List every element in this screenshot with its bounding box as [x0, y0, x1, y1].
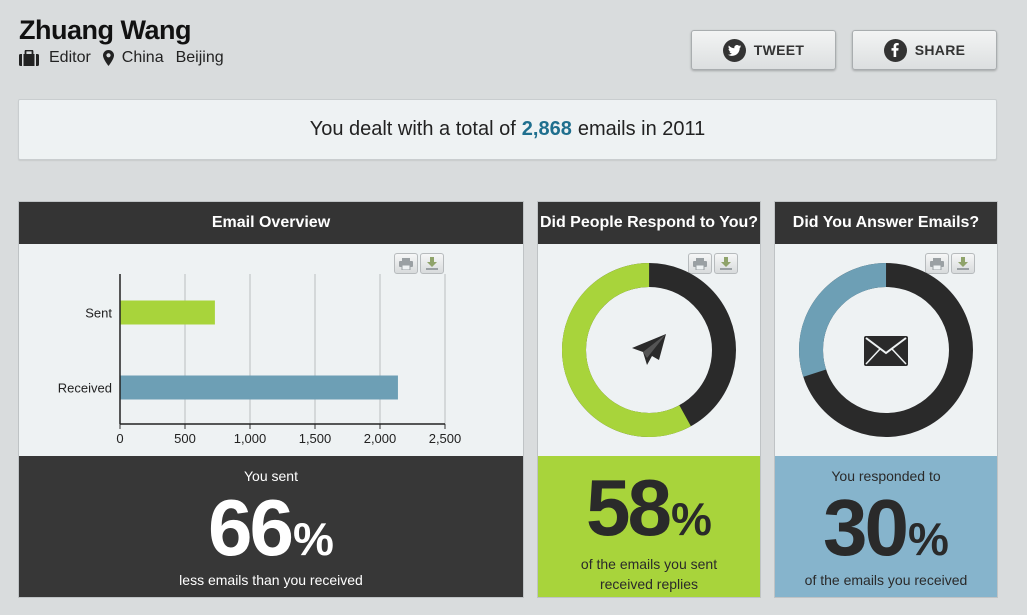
category-label: Received	[58, 381, 112, 396]
profile-role: Editor	[49, 49, 91, 66]
respond-card: Did People Respond to You?	[537, 201, 761, 598]
answer-foot-bottom: of the emails you received	[804, 572, 968, 588]
download-icon	[957, 257, 969, 270]
respond-foot-line2: received replies	[599, 576, 699, 592]
respond-title: Did People Respond to You?	[538, 202, 760, 244]
print-icon	[930, 257, 944, 270]
profile-header: Zhuang Wang Editor China Beijing	[19, 14, 224, 68]
bar-received	[120, 375, 398, 400]
overview-percent: 66 %	[19, 488, 523, 568]
answer-title: Did You Answer Emails?	[775, 202, 997, 244]
x-tick-label: 1,000	[234, 431, 267, 446]
answer-percent-sign: %	[908, 513, 949, 565]
respond-chart-area	[538, 244, 760, 458]
role-item: Editor	[19, 49, 91, 67]
email-overview-bar-chart: 0 500 1,000 1,500 2,000 2,500 Sent Received	[58, 274, 462, 446]
briefcase-icon	[19, 50, 39, 66]
total-emails-banner: You dealt with a total of 2,868 emails i…	[18, 99, 997, 160]
overview-foot-top: You sent	[244, 468, 298, 484]
x-tick-label: 500	[174, 431, 196, 446]
x-tick-label: 0	[116, 431, 123, 446]
x-tick-label: 2,500	[429, 431, 462, 446]
facebook-icon	[883, 38, 907, 62]
respond-tools	[688, 253, 738, 274]
banner-count: 2,868	[521, 118, 572, 140]
x-tick-label: 2,000	[364, 431, 397, 446]
email-overview-chart-area: 0 500 1,000 1,500 2,000 2,500 Sent Received	[19, 244, 523, 458]
answer-tools	[925, 253, 975, 274]
respond-percent-number: 58	[586, 463, 672, 552]
answer-percent: 30 %	[775, 488, 997, 568]
profile-city: Beijing	[175, 49, 224, 66]
envelope-icon	[864, 336, 908, 366]
tweet-label: TWEET	[753, 42, 805, 58]
overview-percent-number: 66	[208, 483, 294, 572]
answer-percent-number: 30	[823, 483, 909, 572]
print-button[interactable]	[394, 253, 418, 274]
overview-percent-sign: %	[293, 513, 334, 565]
share-label: SHARE	[914, 42, 966, 58]
respond-print-button[interactable]	[688, 253, 712, 274]
print-icon	[399, 257, 413, 270]
answer-value-segment	[799, 263, 973, 437]
respond-donut-chart	[562, 263, 736, 437]
download-icon	[720, 257, 732, 270]
answer-chart-area	[775, 244, 997, 458]
print-icon	[693, 257, 707, 270]
twitter-icon	[722, 38, 746, 62]
email-overview-summary: You sent 66 % less emails than you recei…	[19, 456, 523, 597]
share-button[interactable]: SHARE	[852, 30, 997, 70]
email-overview-title: Email Overview	[19, 202, 523, 244]
bar-sent	[120, 300, 215, 325]
answer-print-button[interactable]	[925, 253, 949, 274]
x-tick-label: 1,500	[299, 431, 332, 446]
respond-percent: 58 %	[538, 468, 760, 548]
map-pin-icon	[102, 50, 114, 66]
paper-plane-icon	[632, 334, 666, 365]
banner-prefix: You dealt with a total of	[309, 118, 516, 140]
respond-percent-sign: %	[671, 493, 712, 545]
answer-download-button[interactable]	[951, 253, 975, 274]
banner-suffix: emails in 2011	[577, 118, 706, 140]
email-overview-card: Email Overview 0 500 1,000 1,500 2,000 2,500 S…	[18, 201, 524, 598]
overview-foot-bottom: less emails than you received	[179, 572, 363, 588]
location-item: China Beijing	[102, 49, 224, 67]
download-button[interactable]	[420, 253, 444, 274]
answer-foot-top: You responded to	[831, 468, 941, 484]
profile-meta: Editor China Beijing	[19, 48, 224, 68]
respond-download-button[interactable]	[714, 253, 738, 274]
answer-donut-chart	[799, 263, 973, 437]
download-icon	[426, 257, 438, 270]
answer-summary: You responded to 30 % of the emails you …	[775, 456, 997, 597]
profile-country: China	[121, 49, 164, 66]
tweet-button[interactable]: TWEET	[691, 30, 836, 70]
chart-tools	[394, 253, 444, 274]
category-label: Sent	[85, 306, 112, 321]
respond-foot-line1: of the emails you sent	[580, 556, 718, 572]
respond-summary: 58 % of the emails you sent received rep…	[538, 456, 760, 597]
profile-name: Zhuang Wang	[19, 15, 191, 45]
answer-card: Did You Answer Emails?	[774, 201, 998, 598]
